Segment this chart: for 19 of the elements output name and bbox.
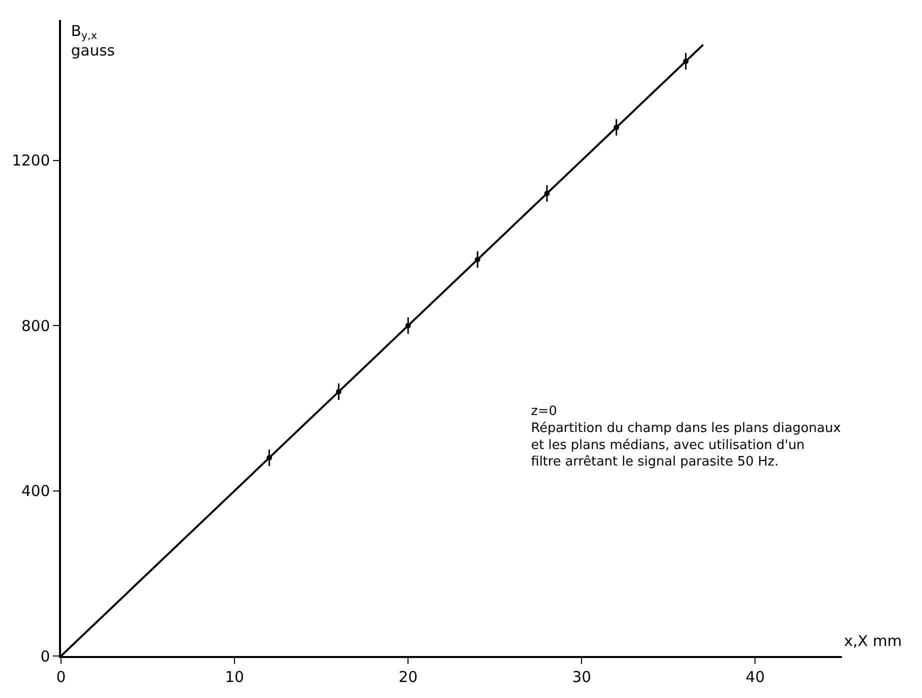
point [405,322,411,328]
annotation: z=0 Répartition du champ dans les plans diagonaux et les plans médians, avec utilisation d'un filtre arrêtant le signal parasite 50 Hz. [531,404,842,470]
x-axis-title: x,X mm [844,632,902,650]
point [544,190,550,196]
point [336,388,342,394]
y-tick-label: 0 [40,647,50,666]
x-tick-label: 0 [56,668,66,686]
y-tick-label: 400 [21,482,50,500]
point [614,124,620,130]
point [683,58,689,64]
x-tick-label: 30 [572,668,592,686]
x-tick-label: 20 [398,668,418,686]
y-tick-label: 800 [21,316,50,335]
x-tick-label: 10 [225,668,244,686]
x-tick-label: 40 [746,668,765,686]
y-tick-label: 1200 [12,152,50,170]
y-axis-title: B$_{y,x}$ gauss [71,22,116,60]
point [266,455,272,461]
point [474,256,480,262]
